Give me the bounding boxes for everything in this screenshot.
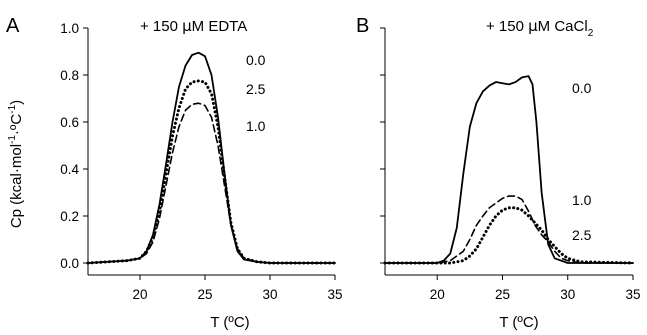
panel-letter-a: A [6,15,20,37]
x-tick-label: 35 [327,287,342,302]
curve-label: 0.0 [572,80,592,96]
series-line-solid [384,75,634,264]
panel-letter-b: B [356,15,369,37]
x-tick-label: 30 [262,287,277,302]
x-axis-label-b: T (ºC) [499,314,538,331]
x-tick-label: 20 [430,287,445,302]
panel-b: B + 150 μM CaCl2 T (ºC) 20 25 30 35 0.0 1.0 2.… [356,15,641,331]
y-tick-label: 0.0 [60,256,79,271]
x-tick-label: 25 [197,287,212,302]
y-tick-label: 0.8 [60,68,79,83]
y-tick-label: 0.2 [60,209,79,224]
series-line-solid [87,51,336,264]
panel-a-title: + 150 μM EDTA [140,17,247,35]
series-line-dotted [86,79,337,265]
series-line-dotted [383,206,635,265]
x-tick-label: 35 [625,287,640,302]
curve-label: 2.5 [246,81,266,97]
curve-label: 1.0 [246,118,266,134]
curve-label: 0.0 [246,52,266,68]
y-tick-label: 1.0 [60,21,79,36]
curve-label: 1.0 [572,192,592,208]
y-tick-label: 0.6 [60,115,79,130]
y-axis-label: Cp (kcal·mol-1·ºC-1) [7,100,25,228]
series-line-dashed [384,195,634,264]
curve-label: 2.5 [572,227,592,243]
x-tick-label: 20 [132,287,147,302]
y-tick-label: 0.4 [60,162,79,177]
x-tick-label: 25 [495,287,510,302]
x-axis-label-a: T (ºC) [210,314,249,331]
panel-b-title: + 150 μM CaCl2 [486,17,594,39]
panel-a: A + 150 μM EDTA Cp (kcal·mol-1·ºC-1) T (… [6,15,343,331]
x-tick-label: 30 [560,287,575,302]
series-line-dashed [87,102,336,264]
